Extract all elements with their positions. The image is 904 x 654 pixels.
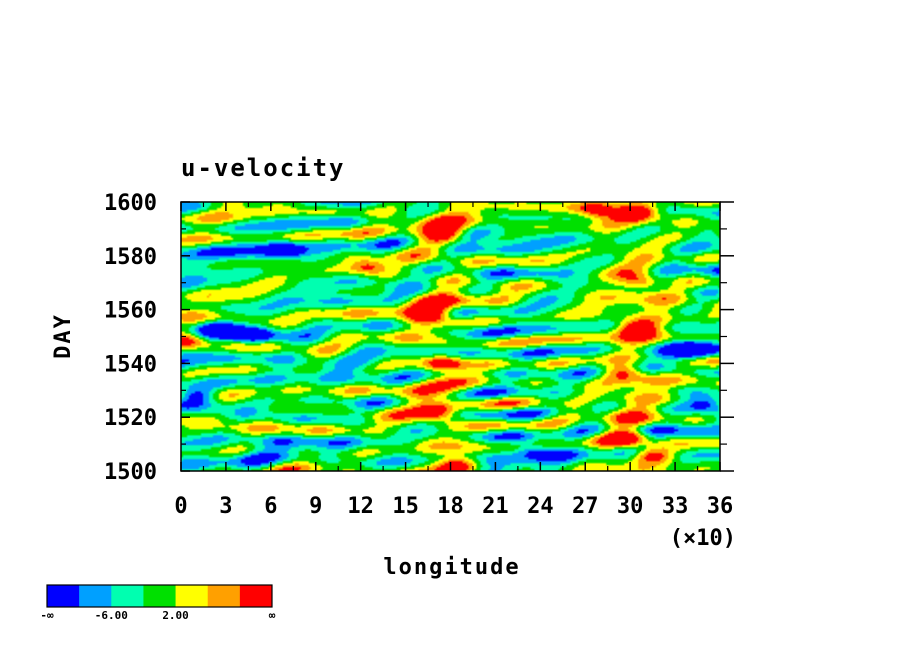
y-axis: 1500 1520 1540 1560 1580 1600 <box>104 191 734 485</box>
colorbar-label: ∞ <box>269 609 276 622</box>
plot-area <box>180 201 721 472</box>
colorbar-label: 2.00 <box>162 609 189 622</box>
colorbar-label: -∞ <box>40 609 54 622</box>
colorbar-swatch <box>79 585 112 607</box>
chart-title: u-velocity <box>181 154 346 182</box>
y-tick-label: 1540 <box>104 352 157 377</box>
y-tick-label: 1600 <box>104 191 157 216</box>
x-tick-label: 21 <box>482 494 509 519</box>
x-tick-label: 24 <box>527 494 554 519</box>
x-tick-label: 33 <box>662 494 689 519</box>
x-tick-label: 30 <box>617 494 644 519</box>
colorbar-swatch <box>207 585 241 607</box>
x-tick-label: 36 <box>707 494 734 519</box>
x-tick-label: 0 <box>174 494 187 519</box>
x-tick-label: 3 <box>219 494 232 519</box>
x-tick-label: 15 <box>392 494 419 519</box>
colorbar-label: -6.00 <box>95 609 128 622</box>
x-tick-label: 12 <box>347 494 374 519</box>
x-tick-label: 27 <box>572 494 599 519</box>
colorbar-frame <box>46 584 273 608</box>
x-tick-label: 18 <box>437 494 464 519</box>
heatmap-field <box>181 202 720 471</box>
x-axis: 0 3 6 9 12 15 18 21 24 27 30 33 36 <box>174 202 733 519</box>
x-axis-label: longitude <box>383 555 520 580</box>
x-tick-label: 6 <box>264 494 277 519</box>
y-axis-label: DAY <box>51 313 76 359</box>
colorbar-swatch <box>47 585 80 607</box>
colorbar-swatch <box>239 585 273 607</box>
y-tick-label: 1560 <box>104 299 157 324</box>
x-tick-label: 9 <box>309 494 322 519</box>
colorbar-swatch <box>143 585 177 607</box>
colorbar: -∞ -6.00 2.00 ∞ <box>40 584 276 622</box>
colorbar-swatch <box>111 585 144 607</box>
colorbar-swatch <box>175 585 209 607</box>
y-tick-label: 1580 <box>104 245 157 270</box>
y-tick-label: 1520 <box>104 406 157 431</box>
y-tick-label: 1500 <box>104 460 157 485</box>
x-axis-multiplier: (×10) <box>670 526 736 551</box>
